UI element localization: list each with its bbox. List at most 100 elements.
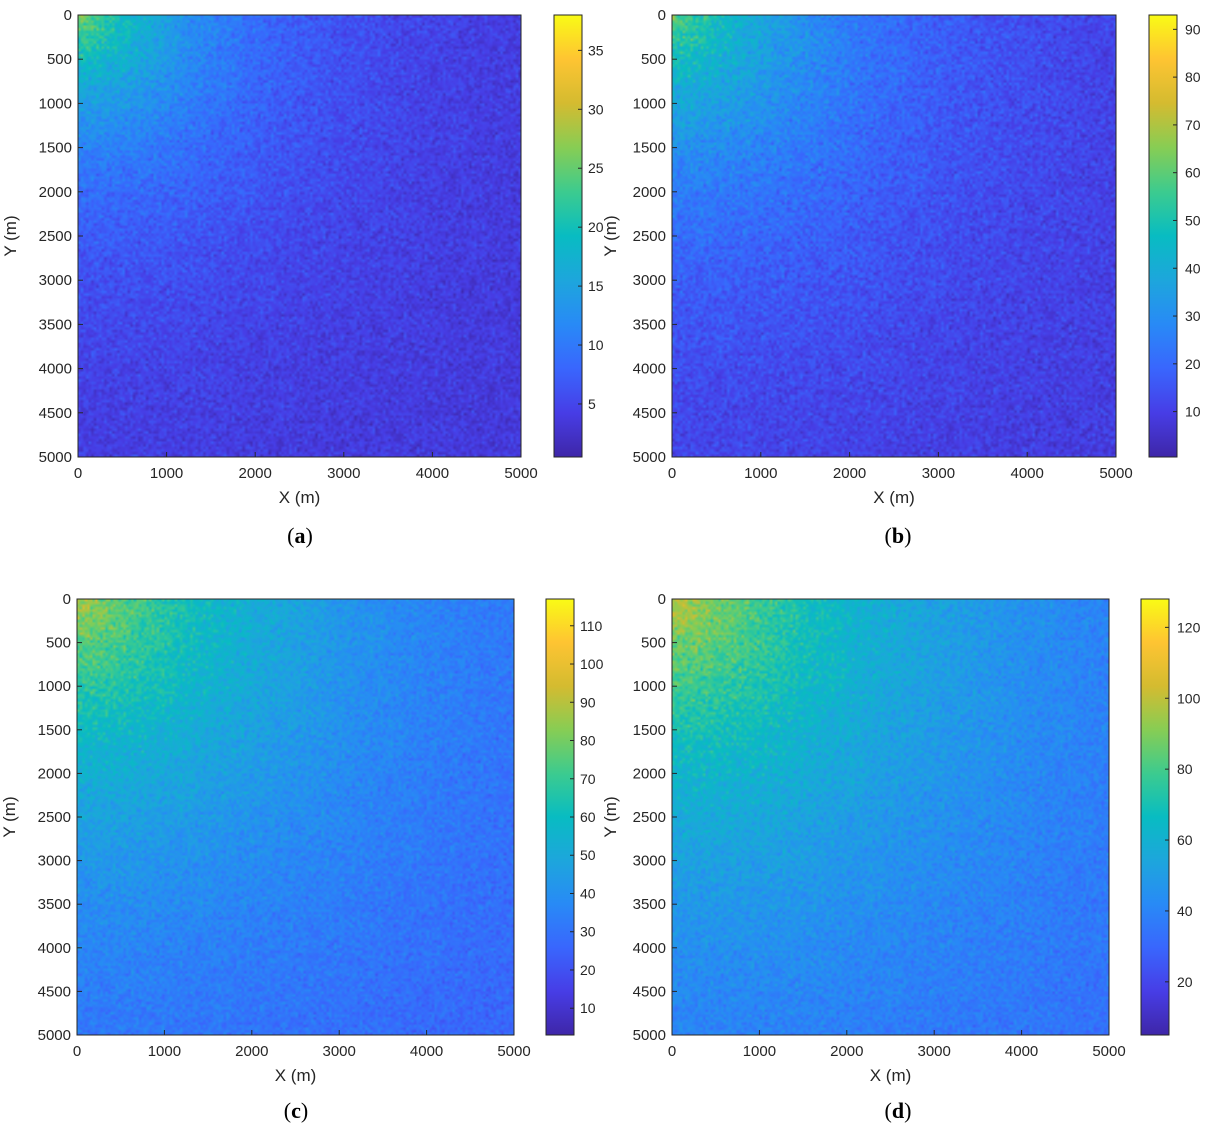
y-axis-label: Y (m): [0, 796, 19, 837]
panel-caption-letter: a: [295, 523, 306, 548]
y-tick-label: 2500: [39, 228, 72, 245]
panel-caption-letter: b: [892, 523, 904, 548]
x-tick-label: 3000: [323, 1043, 356, 1060]
panel-b: 0 1000 2000 3000 4000 50000500100015002000250…: [601, 7, 1201, 548]
panel-d: 0 1000 2000 3000 4000 50000500100015002000250…: [601, 591, 1201, 1123]
heatmap-image: [672, 15, 1116, 457]
x-tick-label: 2000: [235, 1043, 268, 1060]
x-tick-label: 1000: [743, 1043, 776, 1060]
heatmap-image: [672, 599, 1109, 1035]
x-tick-label: 1000: [150, 465, 183, 482]
panel-caption: (b): [885, 523, 912, 548]
y-tick-label: 4000: [39, 361, 72, 378]
y-tick-label: 0: [63, 591, 71, 608]
y-tick-label: 4500: [38, 983, 71, 1000]
colorbar: [1140, 598, 1170, 1036]
colorbar: [545, 598, 575, 1036]
x-tick-label: 4000: [416, 465, 449, 482]
x-tick-label: 0: [73, 1043, 81, 1060]
colorbar-tick-label: 90: [580, 694, 596, 710]
colorbar-tick-label: 40: [580, 885, 596, 901]
y-tick-label: 1500: [39, 140, 72, 157]
y-axis-label: Y (m): [601, 215, 620, 256]
colorbar-tick-label: 35: [588, 42, 604, 58]
x-tick-label: 4000: [1011, 465, 1044, 482]
x-tick-label: 0: [668, 465, 676, 482]
y-tick-label: 1000: [38, 678, 71, 695]
colorbar-tick-label: 20: [1185, 356, 1201, 372]
colorbar-tick-label: 10: [1185, 404, 1201, 420]
y-tick-label: 4000: [633, 940, 666, 957]
panel-caption-letter: c: [291, 1098, 301, 1123]
y-tick-label: 4500: [633, 405, 666, 422]
colorbar-tick-label: 60: [1185, 165, 1201, 181]
x-tick-label: 4000: [410, 1043, 443, 1060]
y-tick-label: 2500: [38, 809, 71, 826]
y-tick-label: 1500: [633, 722, 666, 739]
y-tick-label: 3500: [38, 896, 71, 913]
y-tick-label: 1500: [38, 722, 71, 739]
x-axis-label: X (m): [870, 1066, 912, 1085]
y-tick-label: 2000: [633, 765, 666, 782]
x-tick-label: 5000: [1092, 1043, 1125, 1060]
y-tick-label: 1500: [633, 140, 666, 157]
x-tick-label: 1000: [744, 465, 777, 482]
colorbar-tick-label: 110: [580, 618, 603, 634]
y-tick-label: 4000: [633, 361, 666, 378]
y-tick-label: 3000: [633, 272, 666, 289]
x-tick-label: 0: [74, 465, 82, 482]
x-axis-label: X (m): [873, 488, 915, 507]
y-tick-label: 0: [658, 591, 666, 608]
colorbar-tick-label: 20: [588, 219, 604, 235]
colorbar: [553, 14, 583, 458]
colorbar-tick-label: 100: [1177, 690, 1201, 706]
colorbar-tick-label: 15: [588, 278, 604, 294]
y-tick-label: 2000: [38, 765, 71, 782]
y-tick-label: 5000: [633, 449, 666, 466]
y-axis-label: Y (m): [601, 796, 620, 837]
colorbar-tick-label: 60: [580, 809, 596, 825]
colorbar-tick-label: 70: [1185, 117, 1201, 133]
colorbar-tick-label: 20: [580, 962, 596, 978]
x-axis-label: X (m): [275, 1066, 317, 1085]
y-tick-label: 4500: [633, 983, 666, 1000]
heatmap-image: [78, 15, 521, 457]
colorbar-tick-label: 80: [1185, 69, 1201, 85]
colorbar-tick-label: 120: [1177, 619, 1201, 635]
x-tick-label: 5000: [504, 465, 537, 482]
y-tick-label: 2500: [633, 809, 666, 826]
heatmap-image: [77, 599, 514, 1035]
colorbar-tick-label: 40: [1177, 903, 1193, 919]
colorbar-tick-label: 10: [588, 337, 604, 353]
y-tick-label: 3500: [39, 316, 72, 333]
y-tick-label: 500: [641, 51, 666, 68]
y-axis-label: Y (m): [1, 215, 20, 256]
colorbar-tick-label: 10: [580, 1000, 596, 1016]
y-tick-label: 500: [46, 635, 71, 652]
x-tick-label: 0: [668, 1043, 676, 1060]
y-tick-label: 1000: [633, 678, 666, 695]
x-tick-label: 4000: [1005, 1043, 1038, 1060]
colorbar-tick-label: 100: [580, 656, 604, 672]
y-tick-label: 3500: [633, 896, 666, 913]
y-tick-label: 5000: [633, 1027, 666, 1044]
colorbar-tick-label: 40: [1185, 260, 1201, 276]
y-tick-label: 500: [641, 635, 666, 652]
x-tick-label: 1000: [148, 1043, 181, 1060]
y-tick-label: 4500: [39, 405, 72, 422]
x-tick-label: 5000: [497, 1043, 530, 1060]
y-tick-label: 5000: [39, 449, 72, 466]
panel-a: 0 1000 2000 3000 4000 50000500100015002000250…: [1, 7, 604, 548]
panel-caption-letter: d: [892, 1098, 904, 1123]
colorbar-tick-label: 30: [1185, 308, 1201, 324]
panel-caption: (c): [284, 1098, 308, 1123]
panel-c: 0 1000 2000 3000 4000 5000 0 500 1000 1500 2000 250…: [0, 591, 604, 1123]
x-tick-label: 3000: [922, 465, 955, 482]
x-tick-label: 2000: [833, 465, 866, 482]
y-tick-label: 3500: [633, 316, 666, 333]
y-tick-label: 0: [64, 7, 72, 24]
x-tick-label: 3000: [918, 1043, 951, 1060]
x-tick-label: 2000: [830, 1043, 863, 1060]
y-tick-label: 2500: [633, 228, 666, 245]
